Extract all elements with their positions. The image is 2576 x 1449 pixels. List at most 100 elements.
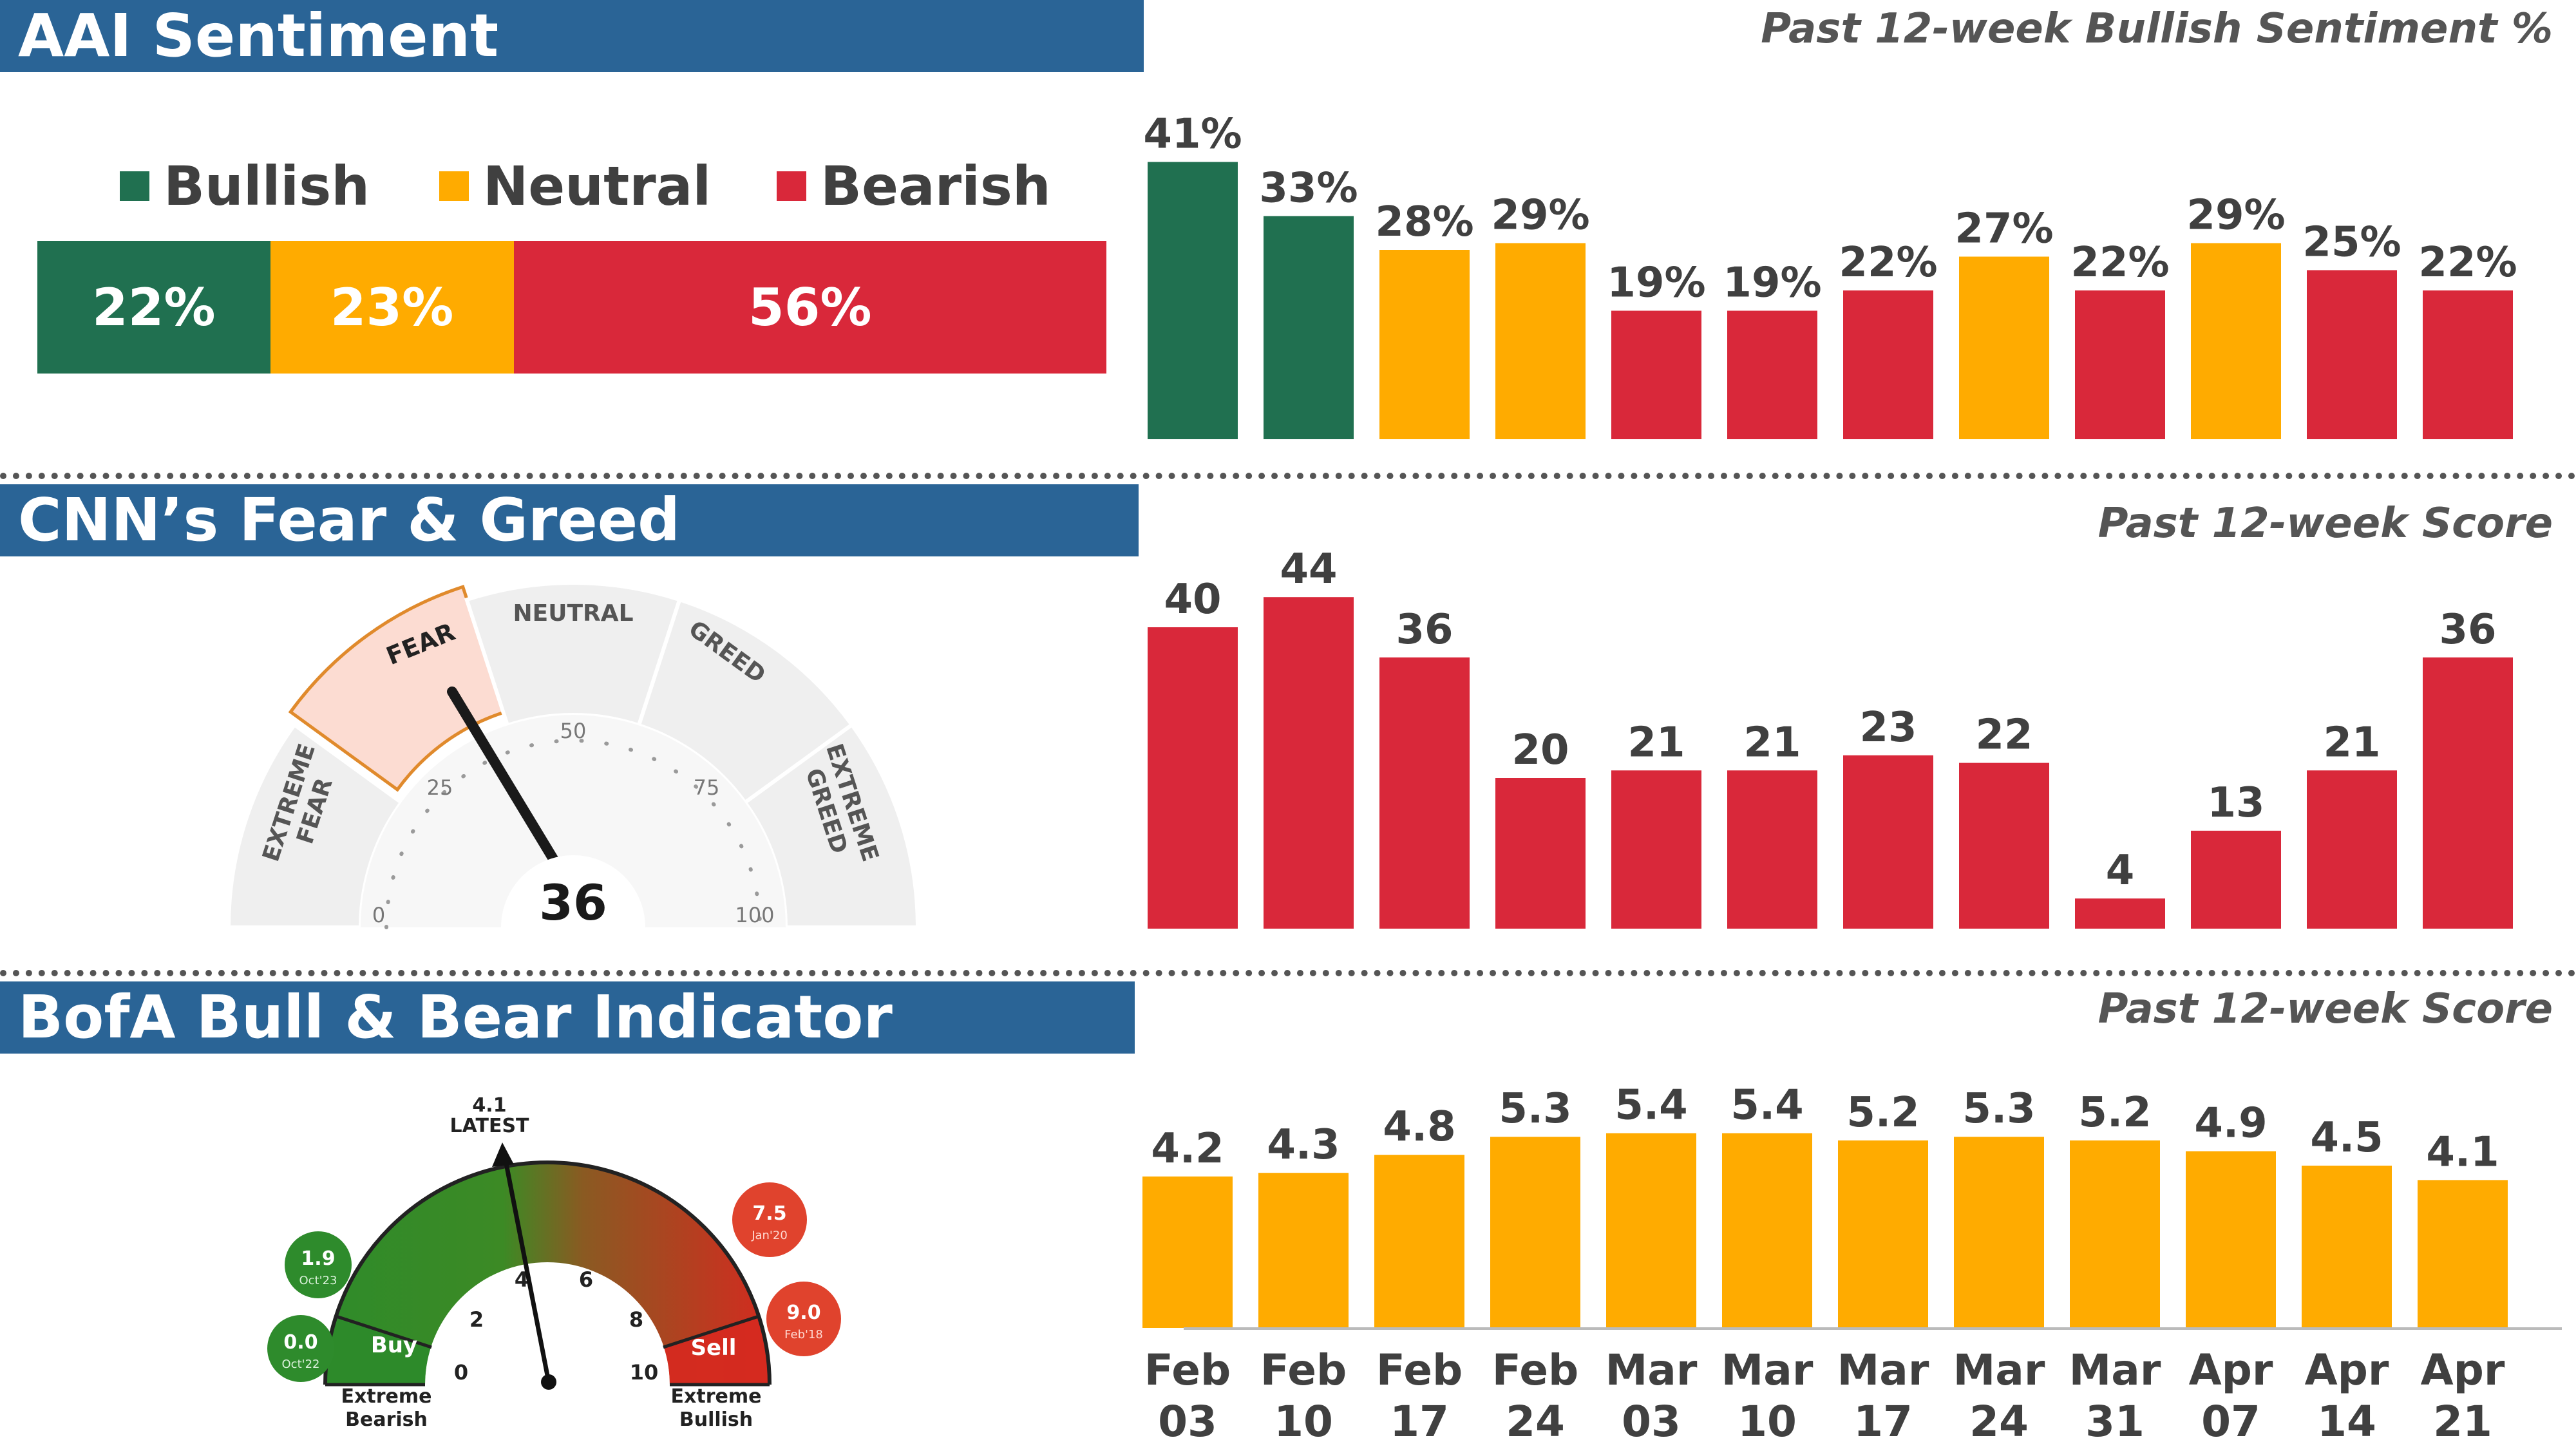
bull-bear-score-data-label: 5.4 bbox=[1730, 1082, 1803, 1130]
bull-bear-score-data-label: 5.2 bbox=[2078, 1089, 2151, 1137]
gauge-tick-label: 8 bbox=[629, 1307, 643, 1332]
gauge-zone-fear bbox=[288, 585, 506, 792]
gauge-zone-label-neutral: NEUTRAL bbox=[513, 600, 633, 627]
aai-title: AAI Sentiment bbox=[0, 0, 1144, 72]
gauge-buy-label: Buy bbox=[371, 1332, 417, 1358]
bull-bear-score-bar bbox=[1490, 1137, 1580, 1328]
bull-bear-score-data-label: 4.3 bbox=[1267, 1121, 1340, 1169]
gauge-latest-value: 4.1 bbox=[472, 1094, 506, 1117]
gauge-zone-sell bbox=[663, 1316, 770, 1385]
fear-greed-score-bar bbox=[1264, 597, 1354, 929]
sentiment-breakdown-bar: 22% 23% 56% bbox=[37, 241, 1106, 374]
bullish-pct-bar bbox=[1843, 290, 1933, 439]
bullish-pct-data-label: 22% bbox=[2070, 239, 2169, 287]
gauge-needle-tip bbox=[492, 1142, 514, 1167]
gauge-tick-label: 6 bbox=[579, 1267, 593, 1292]
bullish-pct-data-label: 19% bbox=[1607, 260, 1705, 307]
legend-bullish: Bullish bbox=[120, 155, 370, 218]
week-tick-label: Feb 10 bbox=[1260, 1345, 1347, 1446]
week-tick-label: Apr 07 bbox=[2189, 1345, 2273, 1446]
legend-bearish: Bearish bbox=[777, 155, 1051, 218]
svg-text:Jan'20: Jan'20 bbox=[751, 1229, 788, 1242]
aai-chart-subtitle: Past 12-week Bullish Sentiment % bbox=[1761, 5, 2553, 53]
fear-greed-score-data-label: 23 bbox=[1859, 704, 1917, 752]
gauge-value-disc bbox=[501, 855, 645, 927]
gauge-zone-divider bbox=[336, 1314, 432, 1349]
bull-bear-score-bar bbox=[1722, 1133, 1812, 1328]
gauge-zone-label-extreme-fear: EXTREMEFEAR bbox=[258, 741, 346, 873]
fear-greed-score-bar bbox=[1495, 778, 1586, 929]
bullish-pct-bar bbox=[2423, 290, 2513, 439]
fear-greed-score-bar bbox=[1959, 762, 2049, 929]
fear-greed-score-bar bbox=[1843, 755, 1933, 929]
svg-text:Oct'23: Oct'23 bbox=[299, 1274, 337, 1287]
bullish-pct-data-label: 19% bbox=[1723, 260, 1821, 307]
fear-greed-score-data-label: 36 bbox=[1396, 606, 1453, 654]
legend-label-neutral: Neutral bbox=[483, 155, 712, 218]
week-tick-label: Feb 03 bbox=[1144, 1345, 1231, 1446]
bull-bear-score-data-label: 5.2 bbox=[1846, 1089, 1919, 1137]
bull-bear-score-data-label: 5.4 bbox=[1615, 1082, 1687, 1130]
gauge-right-end-label: Extreme Bullish bbox=[671, 1385, 762, 1431]
bullish-pct-data-label: 28% bbox=[1375, 198, 1473, 246]
gauge-tick-label: 25 bbox=[427, 775, 453, 800]
gauge-zone-neutral bbox=[464, 581, 683, 728]
history-bubble-sell-2: 9.0 Feb'18 bbox=[766, 1282, 841, 1356]
gauge-tick-label: 10 bbox=[630, 1360, 659, 1385]
breakdown-segment-bearish: 56% bbox=[513, 241, 1106, 374]
week-tick-label: Mar 31 bbox=[2069, 1345, 2161, 1446]
svg-text:0.0: 0.0 bbox=[283, 1331, 317, 1354]
bull-bear-score-data-label: 4.2 bbox=[1151, 1125, 1224, 1173]
gauge-zone-label-extreme-greed: EXTREMEGREED bbox=[795, 741, 884, 873]
gauge-tick-label: 50 bbox=[560, 719, 587, 743]
bull-bear-score-bar bbox=[1838, 1140, 1928, 1328]
bullish-pct-data-label: 22% bbox=[2418, 239, 2517, 287]
bull-bear-score-bar bbox=[2070, 1140, 2160, 1328]
fear-greed-score-data-label: 36 bbox=[2439, 606, 2496, 654]
week-tick-label: Mar 03 bbox=[1605, 1345, 1698, 1446]
svg-text:Feb'18: Feb'18 bbox=[784, 1328, 823, 1341]
history-bubble-buy-1: 1.9 Oct'23 bbox=[285, 1231, 352, 1298]
week-tick-label: Mar 17 bbox=[1837, 1345, 1929, 1446]
bullish-pct-bar bbox=[2191, 243, 2281, 439]
bullish-pct-data-label: 29% bbox=[2186, 192, 2285, 240]
gauge-zone-label-greed: GREED bbox=[684, 616, 770, 688]
fear-greed-score-bar bbox=[1148, 627, 1238, 929]
bull-bear-score-bar bbox=[1606, 1133, 1696, 1328]
bullish-pct-data-label: 33% bbox=[1259, 165, 1358, 213]
legend-label-bearish: Bearish bbox=[820, 155, 1051, 218]
fear-greed-score-bar bbox=[2191, 830, 2281, 929]
history-bubble-sell-1: 7.5 Jan'20 bbox=[732, 1182, 807, 1257]
bull-bear-score-bar bbox=[1954, 1137, 2044, 1328]
svg-text:Oct'22: Oct'22 bbox=[282, 1358, 320, 1371]
legend-swatch-bearish bbox=[777, 171, 806, 202]
gauge-tick-label: 4 bbox=[515, 1267, 529, 1292]
bull-bear-score-data-label: 5.3 bbox=[1962, 1085, 2035, 1133]
gauge-inner-track bbox=[361, 715, 786, 927]
breakdown-segment-neutral: 23% bbox=[270, 241, 514, 374]
gauge-zone-divider bbox=[663, 1314, 759, 1349]
bullish-pct-data-label: 41% bbox=[1143, 111, 1242, 158]
svg-text:1.9: 1.9 bbox=[301, 1247, 335, 1270]
bullish-pct-bar bbox=[1379, 250, 1470, 439]
week-tick-label: Apr 14 bbox=[2305, 1345, 2389, 1446]
gauge-arc bbox=[325, 1162, 770, 1385]
gauge-sell-label: Sell bbox=[691, 1335, 737, 1361]
bullish-pct-bar bbox=[1959, 256, 2049, 439]
gauge-arc-outline bbox=[323, 1160, 772, 1385]
gauge-zone-greed bbox=[636, 597, 855, 806]
svg-text:7.5: 7.5 bbox=[752, 1202, 786, 1225]
week-tick-label: Feb 24 bbox=[1492, 1345, 1578, 1446]
fear-greed-score-data-label: 21 bbox=[1743, 719, 1801, 766]
fear-greed-score-bar bbox=[1611, 770, 1701, 929]
svg-text:9.0: 9.0 bbox=[786, 1302, 820, 1324]
cnn-chart-subtitle: Past 12-week Score bbox=[2098, 500, 2553, 547]
fear-greed-score-data-label: 44 bbox=[1280, 545, 1337, 593]
gauge-tick-label: 0 bbox=[372, 903, 385, 927]
legend-swatch-neutral bbox=[439, 171, 469, 202]
cnn-title: CNN’s Fear & Greed bbox=[0, 484, 1139, 556]
bullish-pct-bar bbox=[1611, 310, 1701, 439]
gauge-needle bbox=[447, 687, 567, 878]
fear-greed-score-bar bbox=[2423, 657, 2513, 929]
